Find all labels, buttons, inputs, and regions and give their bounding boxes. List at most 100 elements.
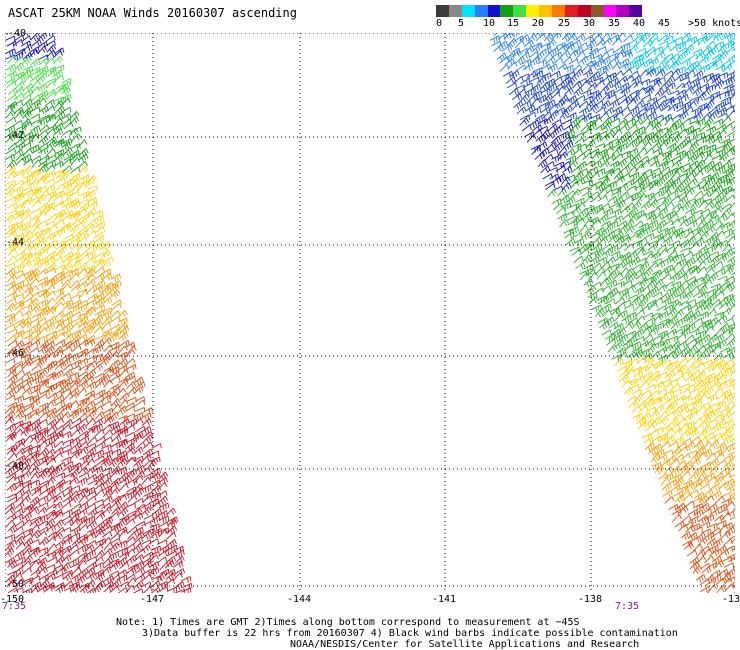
wind-barb	[102, 307, 113, 313]
wind-barb	[730, 85, 735, 89]
wind-barb	[706, 349, 717, 358]
wind-barb	[646, 50, 657, 58]
wind-barb	[618, 242, 629, 250]
wind-barb	[86, 299, 97, 306]
wind-barb	[683, 310, 694, 320]
wind-barb	[700, 521, 711, 529]
wind-barb	[675, 230, 686, 240]
wind-barb	[157, 495, 168, 505]
wind-barb	[133, 497, 144, 504]
wind-barb	[666, 143, 677, 152]
wind-barb	[688, 98, 699, 107]
wind-barb	[640, 102, 652, 111]
wind-barb	[516, 64, 527, 71]
wind-barb	[118, 483, 129, 492]
wind-barb	[692, 543, 703, 552]
wind-barb	[55, 171, 66, 181]
wind-barb	[102, 477, 113, 487]
wind-barb	[595, 266, 606, 275]
wind-barb	[605, 230, 616, 240]
wind-barb	[21, 94, 32, 101]
wind-barb	[679, 383, 690, 389]
wind-barb	[554, 141, 565, 151]
wind-barb	[118, 428, 129, 436]
wind-barb	[61, 165, 73, 173]
wind-barb	[709, 255, 720, 265]
wind-barb	[93, 232, 105, 239]
wind-barb	[5, 542, 15, 552]
wind-barb	[654, 260, 666, 268]
wind-barb	[623, 260, 634, 268]
wind-barb	[111, 404, 121, 413]
wind-barb	[30, 125, 41, 134]
wind-barb	[534, 152, 545, 160]
wind-barb	[610, 290, 621, 299]
wind-barb	[36, 317, 48, 324]
wind-barb	[21, 412, 32, 421]
wind-barb	[22, 505, 33, 514]
wind-barb	[698, 291, 709, 299]
wind-barb	[53, 564, 64, 571]
wind-barb	[613, 171, 624, 181]
wind-barb	[157, 539, 168, 545]
wind-barb	[720, 429, 731, 439]
wind-barb	[562, 166, 573, 174]
wind-barb	[622, 68, 633, 76]
colorbar-swatch	[552, 5, 565, 17]
wind-barb	[604, 89, 615, 98]
wind-barb	[103, 344, 114, 353]
wind-barb	[110, 487, 120, 496]
wind-barb	[662, 382, 674, 389]
wind-barb	[148, 498, 160, 507]
wind-barb	[119, 418, 130, 427]
wind-barb	[125, 548, 136, 557]
wind-barb	[21, 470, 32, 478]
wind-barb	[567, 33, 578, 42]
wind-barb	[102, 316, 113, 325]
note-line-2: 3)Data buffer is 22 hrs from 20160307 4)…	[142, 628, 678, 639]
wind-barb	[685, 214, 696, 224]
wind-barb	[524, 45, 535, 54]
wind-barb	[45, 278, 56, 286]
wind-barb	[704, 135, 716, 145]
wind-barb	[70, 573, 82, 583]
wind-barb	[569, 181, 580, 190]
wind-barb	[53, 128, 64, 136]
wind-barb	[37, 514, 48, 523]
wind-barb	[728, 451, 735, 456]
wind-barb	[680, 345, 691, 355]
wind-barb	[46, 305, 57, 313]
wind-barb	[156, 571, 167, 581]
wind-barb	[627, 294, 639, 300]
wind-barb	[621, 130, 632, 140]
wind-barb	[133, 580, 144, 590]
wind-barb	[588, 271, 598, 280]
wind-barb	[21, 512, 32, 522]
wind-barb	[166, 507, 177, 516]
wind-barb	[617, 98, 628, 106]
wind-barb	[37, 45, 48, 55]
wind-barb	[670, 321, 681, 330]
wind-barb	[713, 33, 724, 42]
wind-barb	[598, 236, 609, 245]
wind-barb	[588, 62, 599, 71]
wind-barb	[540, 88, 551, 95]
wind-barb	[125, 585, 136, 593]
wind-barb	[119, 379, 129, 388]
wind-barb	[627, 81, 638, 90]
wind-barb	[622, 212, 634, 220]
wind-barb	[69, 485, 81, 491]
wind-barb	[62, 299, 74, 308]
lat-label-40: -40	[8, 28, 27, 39]
wind-barb	[680, 58, 691, 66]
wind-barb	[704, 267, 715, 276]
wind-barb	[15, 455, 27, 464]
wind-barb	[640, 117, 651, 125]
wind-barb	[677, 33, 688, 35]
wind-barb	[14, 56, 25, 64]
wind-barb	[613, 153, 624, 161]
wind-barb	[690, 436, 701, 444]
wind-barb	[117, 457, 128, 467]
wind-barb	[647, 302, 659, 310]
wind-barb	[692, 251, 703, 260]
